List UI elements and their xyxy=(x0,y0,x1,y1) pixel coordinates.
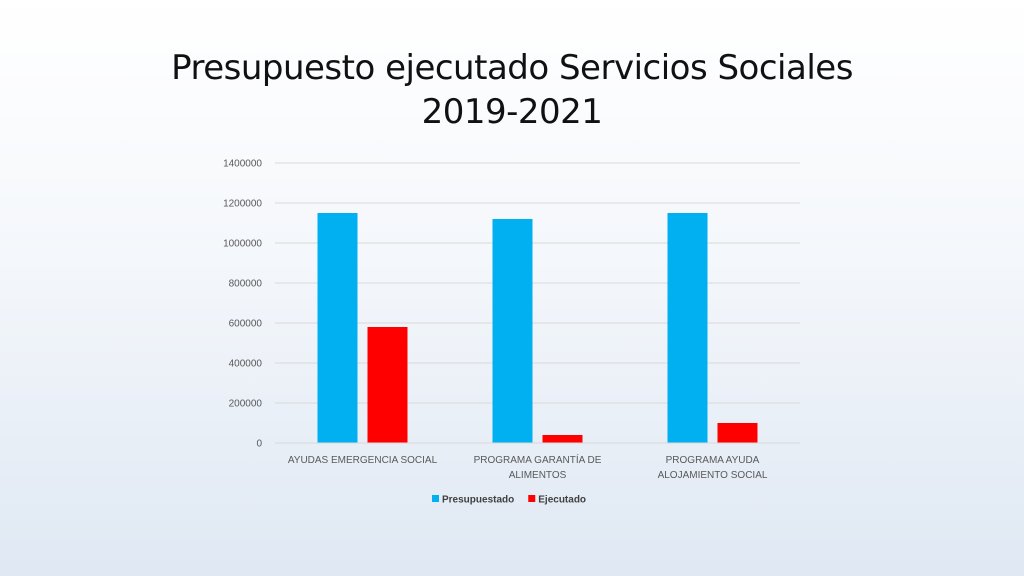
category-label: PROGRAMA AYUDA xyxy=(666,455,760,466)
bar-ejecutado-1 xyxy=(367,327,408,443)
y-tick-label: 1200000 xyxy=(223,199,262,210)
category-label: PROGRAMA GARANTÍA DE xyxy=(474,453,602,466)
x-axis-category-labels: AYUDAS EMERGENCIA SOCIAL PROGRAMA GARANTÍ… xyxy=(288,453,768,481)
slide-title: Presupuesto ejecutado Servicios Sociales… xyxy=(0,46,1024,134)
bar-ejecutado-2 xyxy=(542,435,583,443)
category-label: ALOJAMIENTO SOCIAL xyxy=(658,470,768,481)
category-label: AYUDAS EMERGENCIA SOCIAL xyxy=(288,455,438,466)
y-tick-label: 1400000 xyxy=(223,159,262,170)
legend-swatch-presupuestado xyxy=(432,495,439,502)
y-axis-tick-labels: 0 200000 400000 600000 800000 1000000 1200000 1… xyxy=(223,159,262,450)
bar-presupuestado-3 xyxy=(667,213,708,443)
y-tick-label: 400000 xyxy=(229,359,263,370)
y-tick-label: 600000 xyxy=(229,319,263,330)
legend-swatch-ejecutado xyxy=(528,495,536,502)
y-tick-label: 0 xyxy=(256,439,262,450)
gridlines xyxy=(275,162,800,404)
slide-title-line-1: Presupuesto ejecutado Servicios Sociales xyxy=(171,48,853,88)
y-tick-label: 200000 xyxy=(229,399,263,410)
bar-presupuestado-1 xyxy=(317,213,358,443)
y-tick-label: 1000000 xyxy=(223,239,262,250)
legend-label-presupuestado: Presupuestado xyxy=(442,495,514,506)
bar-presupuestado-2 xyxy=(492,219,533,443)
y-tick-label: 800000 xyxy=(229,279,263,290)
legend-label-ejecutado: Ejecutado xyxy=(538,495,586,506)
bar-ejecutado-3 xyxy=(717,423,758,443)
legend: Presupuestado Ejecutado xyxy=(432,495,586,506)
category-label: ALIMENTOS xyxy=(509,470,567,481)
slide-title-line-2: 2019-2021 xyxy=(421,92,603,132)
bars xyxy=(317,213,758,443)
